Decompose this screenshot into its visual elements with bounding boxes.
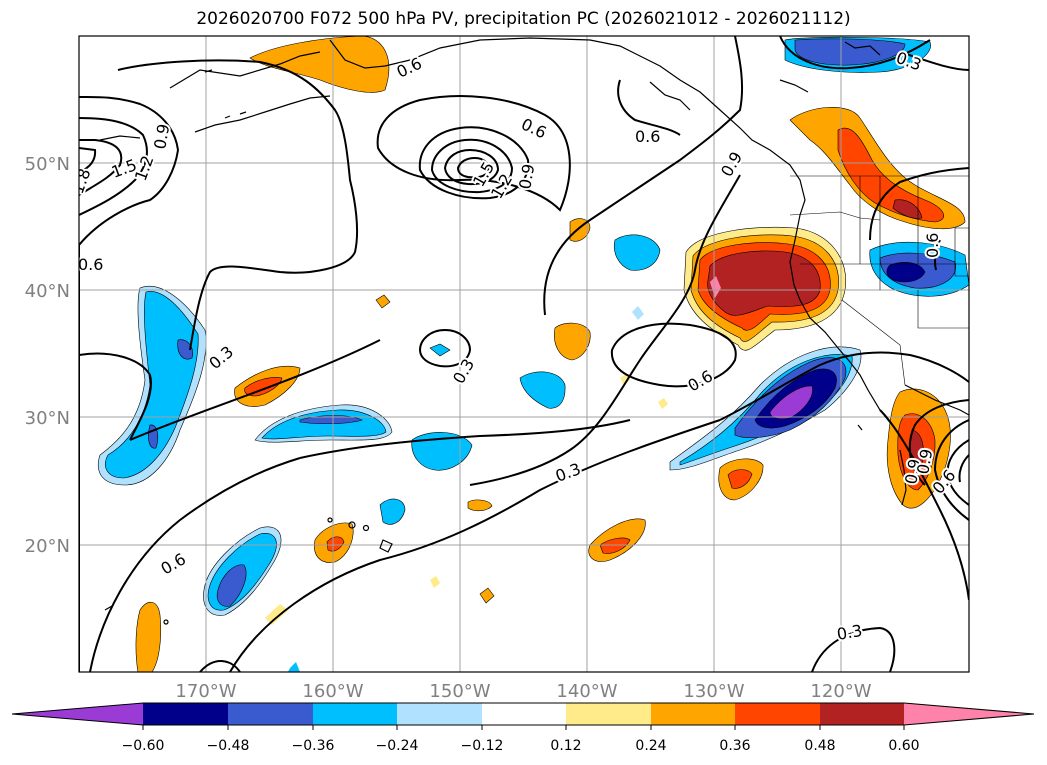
lon-label-160w: 160°W [302,681,363,702]
colorbar-tick-label: 0.36 [719,738,750,754]
lon-label-120w: 120°W [810,681,871,702]
colorbar-bin [651,703,735,725]
lon-label-170w: 170°W [175,681,236,702]
coastlines [99,37,969,506]
colorbar-tick-label: −0.36 [292,738,335,754]
colorbar-tick-label: −0.60 [122,738,165,754]
colorbar [11,702,1035,726]
colorbar-tick-label: −0.24 [376,738,419,754]
colorbar-tick-label: −0.48 [207,738,250,754]
precip-positive-shading [135,36,966,672]
contour-label: 0.6 [78,255,103,274]
map-frame [78,35,970,673]
lat-label-30n: 30°N [25,408,70,429]
contour-label: 0.6 [635,127,660,146]
lat-label-20n: 20°N [25,536,70,557]
map-title: 2026020700 F072 500 hPa PV, precipitatio… [196,9,851,29]
colorbar-bin [143,703,228,725]
lon-label-140w: 140°W [556,681,617,702]
colorbar-tick-labels: −0.60 −0.48 −0.36 −0.24 −0.12 0.12 0.24 … [122,738,920,754]
lon-label-150w: 150°W [429,681,490,702]
colorbar-tick-label: 0.12 [550,738,581,754]
lat-labels: 50°N 40°N 30°N 20°N [25,154,70,557]
colorbar-extend-high [904,703,1034,725]
lon-labels: 170°W 160°W 150°W 140°W 130°W 120°W [175,681,871,702]
colorbar-tick-label: −0.12 [461,738,504,754]
colorbar-tick-label: 0.48 [804,738,835,754]
islands [104,69,863,625]
colorbar-bin [820,703,904,725]
colorbar-tick-label: 0.24 [635,738,666,754]
contour-label: 0.6 [923,233,942,258]
lon-label-130w: 130°W [683,681,744,702]
colorbar-bin [735,703,820,725]
pv-contours [79,36,969,672]
precip-negative-shading [97,36,969,672]
lat-label-40n: 40°N [25,281,70,302]
colorbar-bin [313,703,397,725]
colorbar-ticks [142,725,905,730]
lat-label-50n: 50°N [25,154,70,175]
colorbar-extend-low [12,703,143,725]
map-panel: 0.6 0.6 1.5 1.2 1.8 0.9 0.6 1.5 1.2 0.9 … [78,36,969,672]
colorbar-bin [482,703,566,725]
colorbar-bin [566,703,651,725]
colorbar-bin [228,703,313,725]
colorbar-tick-label: 0.60 [888,738,919,754]
gridlines [79,36,969,672]
colorbar-bin [397,703,482,725]
state-borders [789,175,969,386]
